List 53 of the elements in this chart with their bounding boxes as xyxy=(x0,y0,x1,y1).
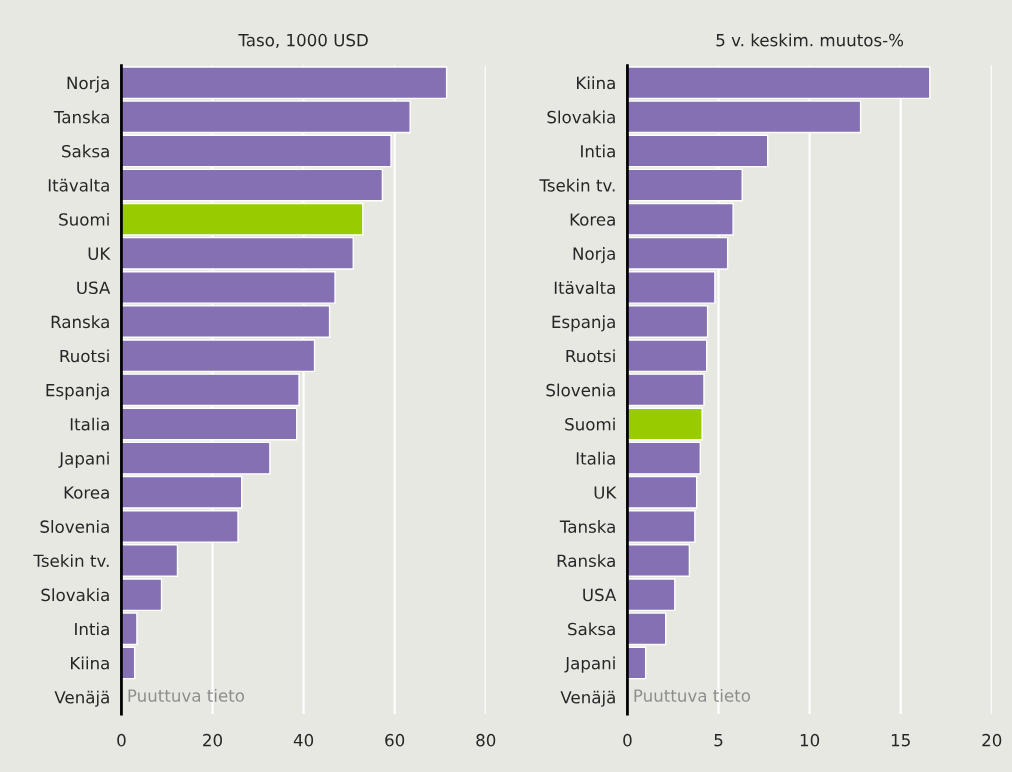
y-tick-label: Ruotsi xyxy=(60,349,109,363)
y-tick-label: Espanja xyxy=(46,383,109,400)
y-tick-label: Venäjä xyxy=(54,690,109,707)
y-tick-label: Intia xyxy=(581,144,615,158)
y-tick-label: Saksa xyxy=(62,144,109,158)
x-tick-label: 20 xyxy=(203,733,223,747)
y-tick-label: Kiina xyxy=(71,656,109,670)
chart-title: 5 v. keskim. muutos-% xyxy=(716,33,904,47)
y-tick-label: Tanska xyxy=(559,520,615,533)
y-tick-label: Italia xyxy=(70,417,109,431)
x-tick-label: 20 xyxy=(982,733,1002,747)
y-tick-label: Saksa xyxy=(568,622,615,636)
y-tick-label: Tsekin tv. xyxy=(33,554,109,568)
y-tick-label: Japani xyxy=(58,451,109,468)
y-tick-label: Korea xyxy=(570,213,615,226)
y-tick-label: Slovenia xyxy=(546,383,615,397)
bar xyxy=(627,407,703,441)
y-tick-label: Slovakia xyxy=(41,588,109,602)
y-tick-label: Suomi xyxy=(59,212,109,226)
y-tick-label: Itävalta xyxy=(554,281,615,295)
y-tick-label: Ranska xyxy=(557,554,615,568)
y-tick-label: Ranska xyxy=(51,315,109,329)
y-tick-label: Ruotsi xyxy=(566,349,615,363)
y-tick-label: UK xyxy=(594,486,617,499)
y-tick-label: Slovenia xyxy=(40,520,109,533)
y-tick-label: Norja xyxy=(573,247,615,264)
annotation: Puuttuva tieto xyxy=(634,688,751,702)
x-tick-label: 10 xyxy=(800,733,820,747)
y-tick-label: Slovakia xyxy=(547,110,615,124)
x-tick-label: 40 xyxy=(293,733,314,747)
y-tick-label: USA xyxy=(77,281,111,295)
y-tick-label: Kiina xyxy=(577,76,615,90)
x-tick-label: 0 xyxy=(623,733,632,747)
y-tick-label: Intia xyxy=(75,622,109,636)
y-tick-label: Espanja xyxy=(552,315,615,332)
x-tick-label: 5 xyxy=(714,734,723,747)
x-tick-label: 80 xyxy=(476,733,496,747)
y-tick-label: UK xyxy=(88,247,111,260)
y-tick-label: Venäjä xyxy=(560,690,615,707)
y-tick-label: Tanska xyxy=(53,110,109,124)
chart-title: Taso, 1000 USD xyxy=(238,33,368,49)
y-tick-label: USA xyxy=(583,588,617,602)
y-tick-label: Itävalta xyxy=(48,178,109,192)
x-tick-label: 15 xyxy=(891,734,910,747)
y-tick-label: Japani xyxy=(564,656,615,673)
y-tick-label: Tsekin tv. xyxy=(539,178,615,192)
annotation: Puuttuva tieto xyxy=(128,688,245,702)
y-tick-label: Norja xyxy=(67,76,109,93)
y-tick-label: Korea xyxy=(64,486,109,499)
y-tick-label: Suomi xyxy=(565,417,615,431)
x-tick-label: 60 xyxy=(385,733,405,747)
y-tick-label: Italia xyxy=(576,451,615,465)
x-tick-label: 0 xyxy=(117,733,126,747)
